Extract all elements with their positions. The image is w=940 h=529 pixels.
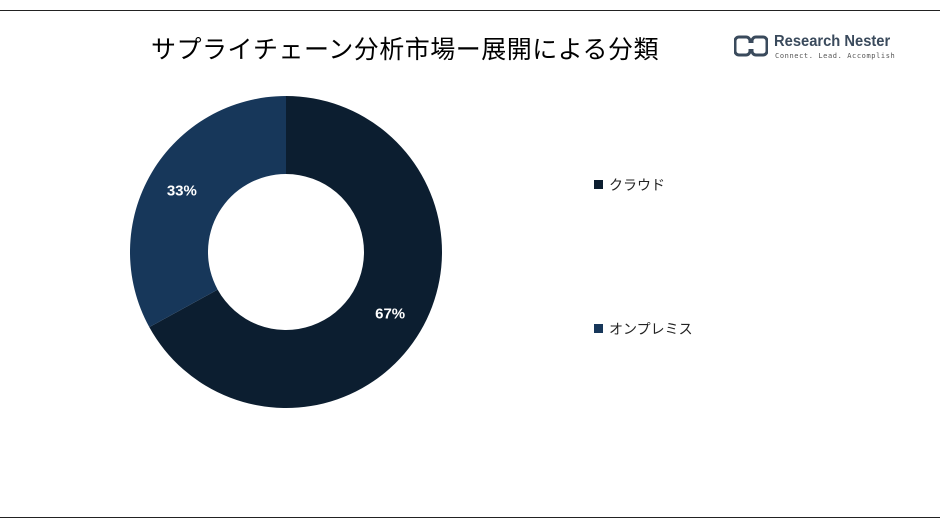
chart-frame [0,10,940,518]
logo-name: Research Nester [774,33,891,50]
donut-label-cloud: 67% [375,306,405,323]
donut-slice-on-premise [130,96,286,328]
chart-title: サプライチェーン分析市場ー展開による分類 [150,35,659,64]
legend-label-cloud: クラウド [609,178,665,194]
donut-slice-cloud [149,96,443,408]
legend-item-cloud: クラウド [594,175,665,195]
legend-swatch-on-premise [594,324,603,333]
logo-tagline: Connect. Lead. Accomplish [775,52,896,60]
donut-label-on-premise: 33% [167,182,197,199]
logo-mark-icon [734,35,768,57]
legend-swatch-cloud [594,180,603,189]
legend-label-on-premise: オンプレミス [609,322,693,338]
legend-item-on-premise: オンプレミス [594,319,693,339]
research-nester-logo: Research Nester Connect. Lead. Accomplis… [734,33,934,63]
